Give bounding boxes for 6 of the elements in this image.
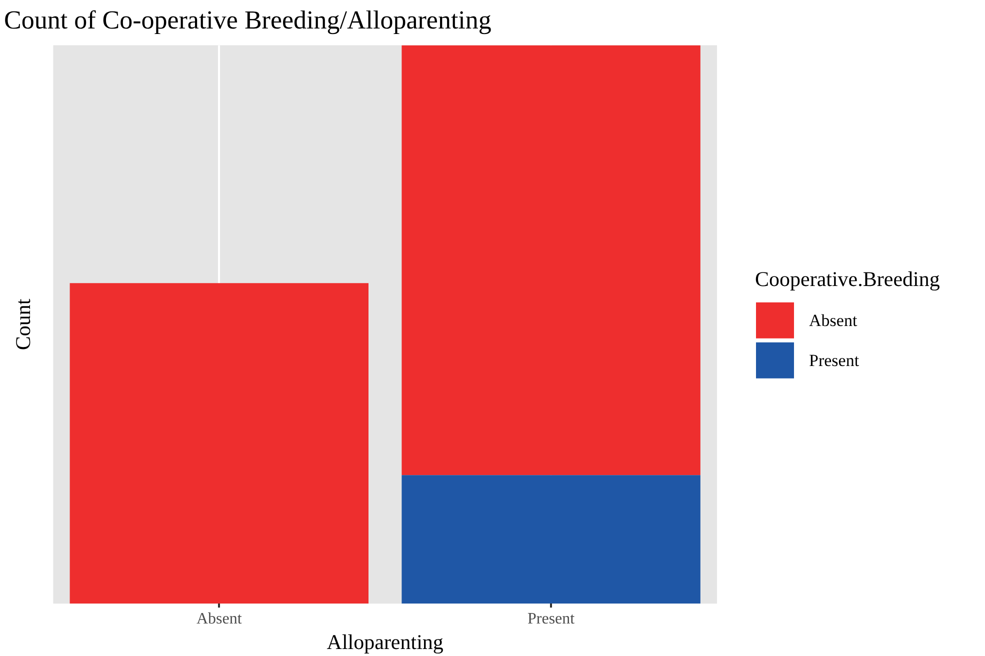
y-axis-title: Count (11, 298, 36, 350)
x-axis-title: Alloparenting (326, 630, 444, 654)
chart-title: Count of Co-operative Breeding/Alloparenting (4, 5, 492, 34)
legend-label: Present (809, 350, 860, 370)
legend-label: Absent (809, 310, 858, 330)
legend-title: Cooperative.Breeding (755, 266, 940, 291)
